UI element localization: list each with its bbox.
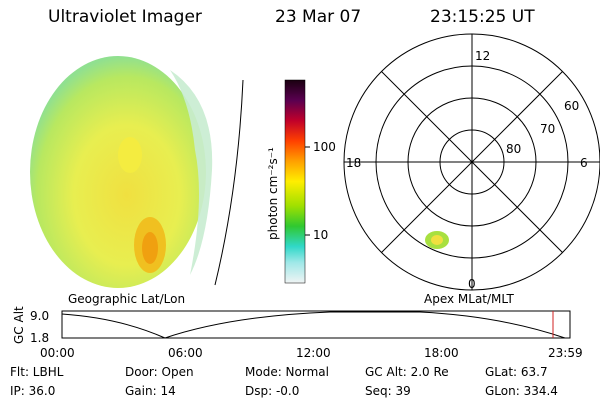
altitude-curve: [61, 311, 566, 339]
timeline-xtick: 23:59: [548, 346, 583, 360]
info-field: GC Alt: 2.0 Re: [365, 365, 449, 379]
info-field: Seq: 39: [365, 384, 411, 398]
timeline-frame: [61, 310, 571, 339]
timeline-xtick: 18:00: [424, 346, 459, 360]
polar-grid: [343, 33, 600, 291]
colorbar-tick-label: 100: [313, 140, 336, 154]
uv-image: [30, 56, 244, 288]
info-field: GLon: 334.4: [485, 384, 558, 398]
info-field: Gain: 14: [125, 384, 176, 398]
colorbar: [284, 79, 306, 284]
lat-label: 80: [506, 142, 521, 156]
info-field: Door: Open: [125, 365, 194, 379]
lat-label: 60: [564, 99, 579, 113]
time: 23:15:25 UT: [430, 7, 535, 27]
timeline-xtick: 06:00: [168, 346, 203, 360]
mlt-label: 12: [475, 49, 490, 63]
timeline-ylabel: GC Alt: [12, 306, 26, 344]
colorbar-label: photon cm⁻²s⁻¹: [266, 147, 280, 240]
lat-label: 70: [540, 122, 555, 136]
timeline-xtick: 12:00: [296, 346, 331, 360]
mlt-label: 18: [346, 156, 361, 170]
date: 23 Mar 07: [275, 7, 361, 27]
timeline-ytick: 1.8: [30, 331, 49, 345]
mlt-label: 0: [468, 277, 476, 291]
mlt-label: 6: [580, 156, 588, 170]
info-field: Dsp: -0.0: [245, 384, 299, 398]
title: Ultraviolet Imager: [48, 7, 202, 27]
info-field: GLat: 63.7: [485, 365, 548, 379]
aurora-spot: [431, 235, 443, 245]
polar-caption: Apex MLat/MLT: [424, 292, 514, 306]
timeline-ytick: 9.0: [30, 309, 49, 323]
colorbar-tick-label: 10: [313, 228, 328, 242]
timeline-xtick: 00:00: [40, 346, 75, 360]
info-field: Mode: Normal: [245, 365, 329, 379]
image-caption: Geographic Lat/Lon: [68, 292, 185, 306]
info-field: Flt: LBHL: [10, 365, 64, 379]
info-table: Flt: LBHL Door: Open Mode: Normal GC Alt: 2…: [10, 365, 558, 398]
info-field: IP: 36.0: [10, 384, 55, 398]
